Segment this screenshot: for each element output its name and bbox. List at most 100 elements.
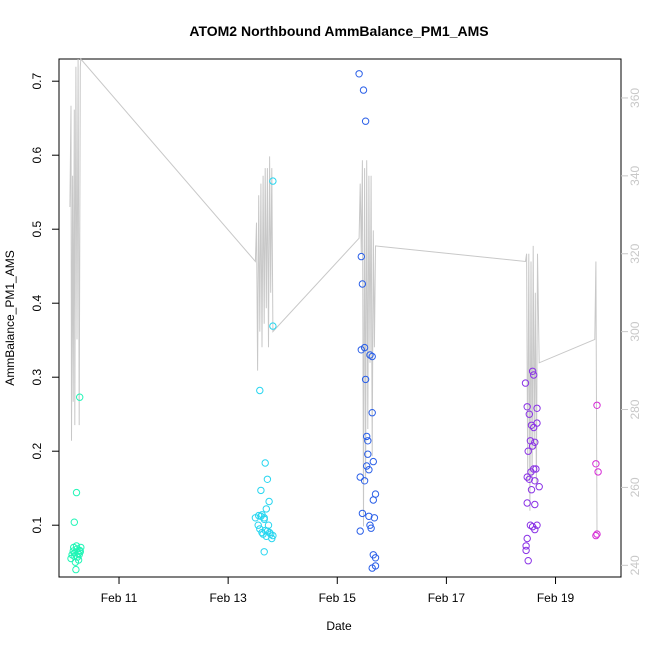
- scatter-point: [364, 437, 372, 445]
- scatter-point: [533, 521, 541, 529]
- scatter-point: [361, 117, 370, 125]
- y-left-tick-label: 0.7: [30, 73, 44, 90]
- scatter-point: [269, 531, 277, 540]
- y-right-tick-label: 340: [628, 166, 642, 186]
- scatter-point: [363, 462, 371, 470]
- scatter-point: [265, 497, 273, 506]
- x-axis: Feb 11 Feb 13 Feb 15 Feb 17 Feb 19: [101, 577, 575, 605]
- scatter-point: [525, 410, 533, 418]
- scatter-point: [535, 483, 543, 491]
- scatter-point: [370, 514, 379, 522]
- scatter-point: [523, 499, 531, 507]
- scatter-point: [360, 343, 369, 352]
- scatter-point: [593, 401, 601, 409]
- y-right-tick-label: 320: [628, 243, 642, 263]
- y-right-tick-label: 360: [628, 88, 642, 108]
- scatter-point: [260, 514, 268, 522]
- scatter-point: [262, 505, 270, 513]
- y-left-tick-label: 0.4: [30, 295, 44, 312]
- scatter-point: [74, 556, 83, 564]
- scatter-point: [365, 466, 373, 474]
- scatter-point: [363, 432, 371, 441]
- scatter-point: [256, 525, 264, 533]
- x-tick-label: Feb 11: [101, 591, 138, 605]
- scatter-point: [522, 542, 530, 550]
- scatter-point: [592, 460, 600, 468]
- scatter-point: [594, 468, 602, 476]
- y-left-tick-label: 0.2: [30, 443, 44, 460]
- scatter-point: [257, 486, 265, 495]
- scatter-point: [368, 409, 376, 417]
- scatter-point: [368, 352, 376, 361]
- y-axis-left: 0.1 0.2 0.3 0.4 0.5 0.6 0.7: [30, 73, 59, 534]
- scatter-point: [593, 530, 601, 538]
- y-right-tick-label: 300: [628, 321, 642, 341]
- scatter-point: [522, 546, 530, 555]
- scatter-point: [366, 351, 374, 359]
- scatter-point: [260, 548, 268, 556]
- scatter-point: [365, 512, 373, 520]
- scatter-point: [358, 509, 367, 518]
- scatter-point: [355, 70, 363, 78]
- scatter-point: [525, 475, 533, 483]
- scatter-point: [356, 527, 364, 535]
- y-axis-right: 240 260 280 300 320 340 360: [621, 88, 642, 575]
- y-right-tick-label: 240: [628, 555, 642, 575]
- scatter-point: [533, 404, 541, 412]
- scatter-point: [254, 521, 262, 529]
- y-left-tick-label: 0.5: [30, 221, 44, 238]
- scatter-point: [256, 386, 264, 395]
- scatter-point: [267, 530, 275, 538]
- y-right-tick-label: 280: [628, 399, 642, 419]
- scatter-point: [72, 488, 81, 497]
- y-axis-label: AmmBalance_PM1_AMS: [3, 250, 17, 385]
- plot-frame: [58, 58, 622, 578]
- scatter-point: [361, 375, 370, 384]
- scatter-point: [592, 531, 600, 540]
- scatter-point: [269, 177, 277, 185]
- scatter-point: [76, 393, 84, 401]
- scatter-point: [528, 442, 537, 450]
- scatter-point: [369, 496, 377, 504]
- scatter-point: [523, 473, 531, 481]
- scatter-point: [523, 403, 531, 411]
- scatter-point: [76, 548, 85, 556]
- scatter-point: [369, 457, 377, 466]
- y-left-tick-label: 0.6: [30, 147, 44, 164]
- y-left-tick-label: 0.3: [30, 369, 44, 386]
- scatter-point: [528, 367, 537, 375]
- scatter-point: [264, 521, 273, 529]
- scatter-point: [531, 477, 539, 485]
- right-axis-line-series: [69, 57, 598, 535]
- scatter-point: [527, 468, 535, 476]
- x-tick-label: Feb 15: [319, 591, 357, 605]
- scatter-point: [261, 459, 269, 467]
- scatter-point: [70, 518, 79, 526]
- scatter-point: [360, 477, 369, 485]
- scatter-point: [356, 473, 364, 481]
- scatter-point: [359, 86, 368, 94]
- scatter-point: [523, 534, 531, 543]
- scatter-point: [521, 379, 530, 387]
- scatter-point: [72, 565, 80, 574]
- scatter-point: [368, 564, 376, 572]
- scatter-point: [358, 280, 367, 288]
- y-left-tick-label: 0.1: [30, 517, 44, 534]
- line-series-layer: [69, 57, 598, 535]
- scatter-point: [524, 557, 532, 565]
- scatter-point: [364, 450, 372, 458]
- scatter-point: [527, 486, 536, 494]
- scatter-point: [263, 475, 272, 483]
- scatter-points-layer: [67, 70, 602, 574]
- scatter-point: [524, 447, 532, 455]
- x-axis-label: Date: [326, 619, 352, 633]
- y-right-tick-label: 260: [628, 477, 642, 497]
- scatter-point: [367, 524, 375, 532]
- scatter-point: [531, 500, 539, 509]
- scatter-point: [531, 438, 539, 446]
- scatter-point: [269, 322, 277, 330]
- scatter-point: [530, 371, 538, 379]
- x-tick-label: Feb 17: [428, 591, 466, 605]
- scatter-point: [533, 419, 541, 427]
